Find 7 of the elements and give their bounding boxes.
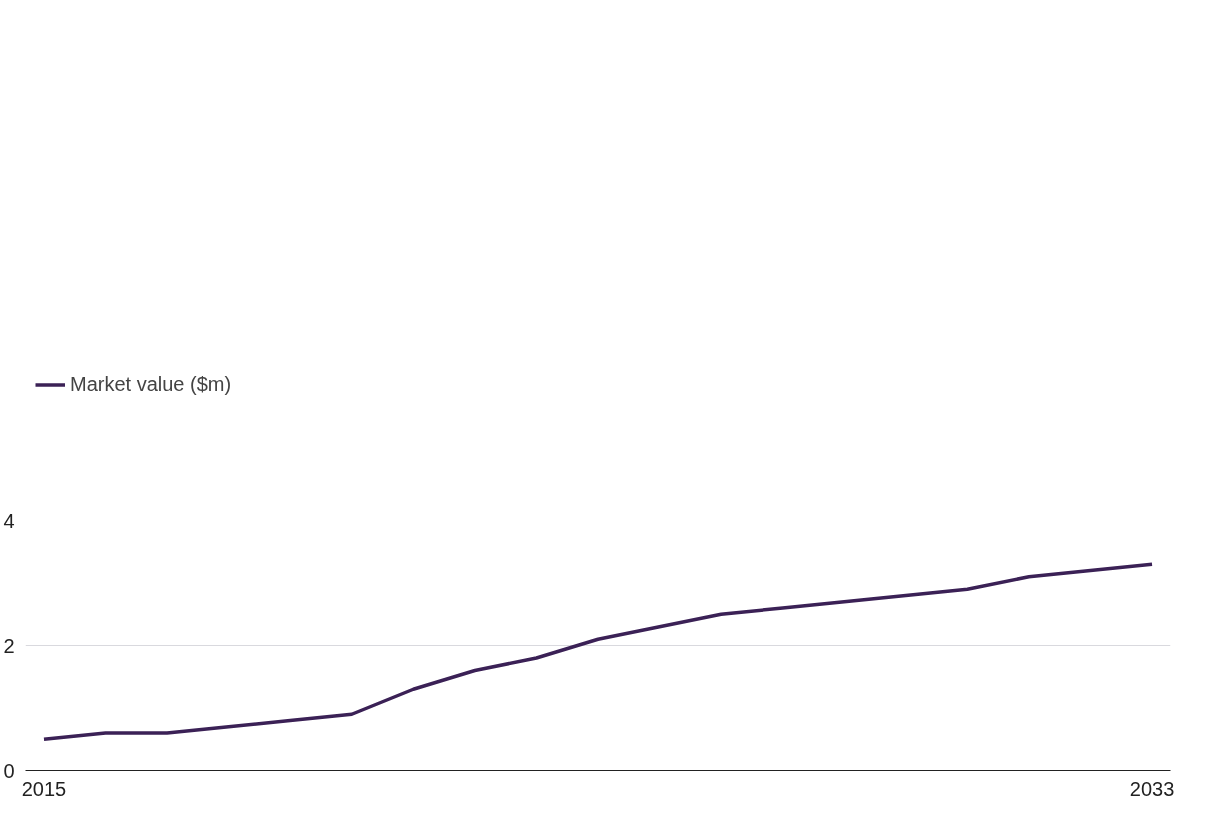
y-tick-label: 2 [3, 634, 15, 657]
legend-label: Market value ($m) [70, 372, 232, 396]
x-tick-label: 2033 [1129, 777, 1175, 800]
y-tick-label: 0 [3, 759, 15, 782]
line-series [42, 562, 1154, 741]
x-tick-label: 2015 [21, 777, 67, 800]
y-tick-label: 4 [3, 509, 15, 532]
